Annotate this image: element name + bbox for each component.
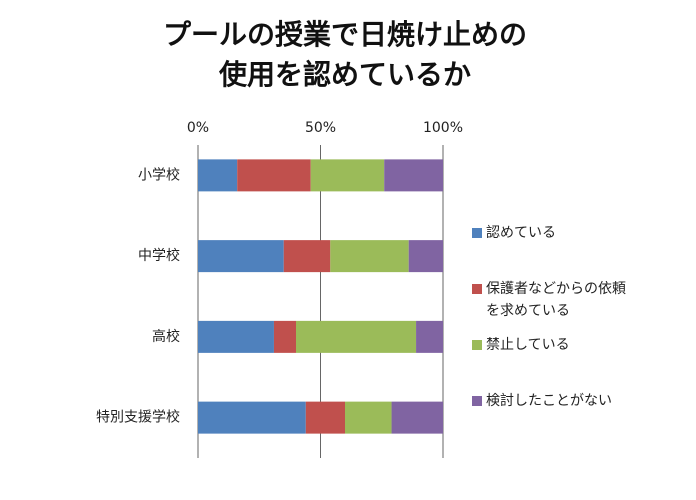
legend-swatch: [472, 396, 482, 406]
legend-swatch: [472, 228, 482, 238]
legend-item: 保護者などからの依頼を求めている: [472, 278, 626, 322]
bar-segment: [283, 240, 331, 273]
bar-segment: [330, 240, 409, 273]
y-tick-label: 特別支援学校: [96, 409, 180, 426]
bar-segment: [310, 159, 385, 192]
bar-segment: [296, 320, 417, 353]
bar-segment: [408, 240, 443, 273]
y-tick-label: 小学校: [138, 166, 180, 183]
chart-title-line: 使用を認めているか: [218, 58, 471, 91]
y-tick-label: 中学校: [138, 247, 180, 264]
x-tick-label: 0%: [187, 120, 209, 136]
bar-segment: [198, 401, 306, 434]
bar-segment: [305, 401, 345, 434]
bar-segment: [198, 240, 284, 273]
bar-segment: [237, 159, 311, 192]
legend-label: 保護者などからの依頼を求めている: [486, 281, 626, 319]
legend-swatch: [472, 340, 482, 350]
bar-segment: [273, 320, 296, 353]
legend-swatch: [472, 284, 482, 294]
legend-item: 検討したことがない: [472, 390, 626, 412]
chart-title-line: プールの授業で日焼け止めの: [163, 18, 527, 51]
bar-segment: [345, 401, 392, 434]
bar-segment: [198, 320, 274, 353]
y-tick-label: 高校: [152, 328, 180, 345]
bar-segment: [198, 159, 238, 192]
x-tick-label: 50%: [305, 120, 336, 136]
bar-segment: [391, 401, 443, 434]
legend-label: 認めている: [486, 225, 556, 241]
legend-label: 禁止している: [486, 337, 570, 353]
x-tick-label: 100%: [423, 120, 463, 136]
bar-segment: [416, 320, 443, 353]
legend-label: 検討したことがない: [486, 393, 612, 409]
bar-segment: [384, 159, 443, 192]
legend-item: 禁止している: [472, 334, 626, 356]
legend-item: 認めている: [472, 222, 626, 244]
